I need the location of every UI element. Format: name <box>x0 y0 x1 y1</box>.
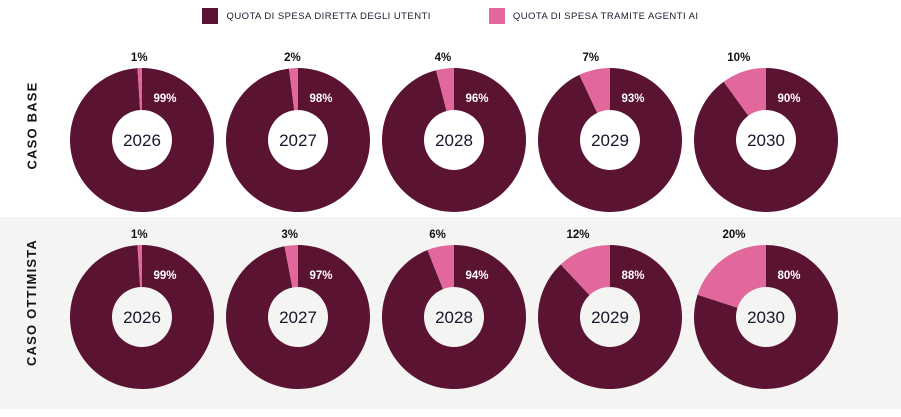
direct-spend-slice <box>538 68 682 213</box>
agent-pct-label: 6% <box>429 229 446 241</box>
donut-group-caso-base: 1% 99% 2026 2% 98% 2027 4% 96% 2028 7% 93% 2029 10% 9… <box>64 35 844 215</box>
row-caso-base: CASO BASE 1% 99% 2026 2% 98% 2027 4% 96% 2028 7% 9… <box>0 35 901 215</box>
year-label: 2030 <box>747 308 785 327</box>
agent-spend-slice <box>579 68 610 113</box>
direct-spend-slice <box>382 68 526 213</box>
direct-pct-label: 99% <box>153 270 176 282</box>
donut-caso-ottimista-2026: 1% 99% 2026 <box>69 229 214 389</box>
direct-pct-label: 96% <box>465 93 488 105</box>
row-caso-ottimista: CASO OTTIMISTA 1% 99% 2026 3% 97% 2027 6% 94% 20… <box>0 212 901 392</box>
donut-caso-base-2026: 1% 99% 2026 <box>69 52 214 212</box>
agent-spend-slice <box>723 68 766 116</box>
donut-caso-ottimista-2027: 3% 97% 2027 <box>226 229 370 389</box>
year-label: 2029 <box>591 131 629 150</box>
direct-spend-slice <box>538 245 682 389</box>
direct-pct-label: 97% <box>309 270 332 282</box>
year-label: 2028 <box>435 131 473 150</box>
year-label: 2027 <box>279 131 317 150</box>
agent-pct-label: 20% <box>722 229 745 241</box>
direct-spend-slice <box>694 68 838 212</box>
direct-spend-slice <box>225 68 370 212</box>
agent-spend-slice <box>137 68 142 111</box>
donut-group-caso-ottimista: 1% 99% 2026 3% 97% 2027 6% 94% 2028 12% 88% 2029 20%… <box>64 212 844 392</box>
donut-caso-ottimista-2028: 6% 94% 2028 <box>382 229 526 389</box>
row-label-caso-ottimista: CASO OTTIMISTA <box>24 238 40 366</box>
legend-label-direct-spend: QUOTA DI SPESA DIRETTA DEGLI UTENTI <box>226 10 431 22</box>
agent-spend-slice <box>436 68 454 111</box>
agent-spend-slice <box>560 245 610 296</box>
direct-pct-label: 80% <box>777 270 800 282</box>
row-label-wrap-caso-ottimista: CASO OTTIMISTA <box>0 212 64 392</box>
legend-item-direct-spend: QUOTA DI SPESA DIRETTA DEGLI UTENTI <box>202 8 430 24</box>
legend-swatch-agent-spend <box>488 8 505 24</box>
direct-spend-slice <box>226 245 370 389</box>
agent-pct-label: 3% <box>281 229 298 241</box>
legend-item-agent-spend: QUOTA DI SPESA TRAMITE AGENTI AI <box>488 8 699 24</box>
donut-caso-base-2028: 4% 96% 2028 <box>382 52 526 213</box>
agent-spend-slice <box>284 245 298 288</box>
legend-label-agent-spend: QUOTA DI SPESA TRAMITE AGENTI AI <box>512 10 699 22</box>
donut-caso-base-2030: 10% 90% 2030 <box>694 52 838 212</box>
direct-pct-label: 90% <box>777 93 800 105</box>
row-label-wrap-caso-base: CASO BASE <box>0 35 64 215</box>
agent-pct-label: 7% <box>582 52 599 64</box>
agent-pct-label: 1% <box>131 229 148 241</box>
donut-caso-base-2029: 7% 93% 2029 <box>538 52 682 213</box>
direct-pct-label: 93% <box>621 93 644 105</box>
direct-spend-slice <box>694 245 838 389</box>
agent-pct-label: 4% <box>435 52 452 64</box>
agent-spend-slice <box>697 245 766 308</box>
donut-caso-ottimista-2029: 12% 88% 2029 <box>538 229 682 389</box>
legend-swatch-direct-spend <box>202 8 219 24</box>
year-label: 2027 <box>279 308 317 327</box>
direct-pct-label: 98% <box>309 93 332 105</box>
agent-pct-label: 1% <box>131 52 148 64</box>
year-label: 2026 <box>123 308 161 327</box>
agent-pct-label: 10% <box>727 52 750 64</box>
direct-spend-slice <box>69 245 214 389</box>
donut-caso-base-2027: 2% 98% 2027 <box>225 52 370 212</box>
agent-spend-slice <box>137 245 142 288</box>
year-label: 2028 <box>435 308 473 327</box>
year-label: 2029 <box>591 308 629 327</box>
agent-spend-slice <box>427 245 454 290</box>
year-label: 2030 <box>747 131 785 150</box>
row-label-caso-base: CASO BASE <box>24 80 40 170</box>
agent-pct-label: 2% <box>284 52 301 64</box>
year-label: 2026 <box>123 131 161 150</box>
direct-pct-label: 99% <box>153 93 176 105</box>
direct-pct-label: 88% <box>621 270 644 282</box>
chart-legend: QUOTA DI SPESA DIRETTA DEGLI UTENTI QUOT… <box>0 8 901 24</box>
donut-caso-ottimista-2030: 20% 80% 2030 <box>694 229 838 389</box>
direct-pct-label: 94% <box>465 270 488 282</box>
direct-spend-slice <box>382 245 526 389</box>
direct-spend-slice <box>69 68 214 212</box>
agent-pct-label: 12% <box>566 229 589 241</box>
agent-spend-slice <box>288 68 298 111</box>
